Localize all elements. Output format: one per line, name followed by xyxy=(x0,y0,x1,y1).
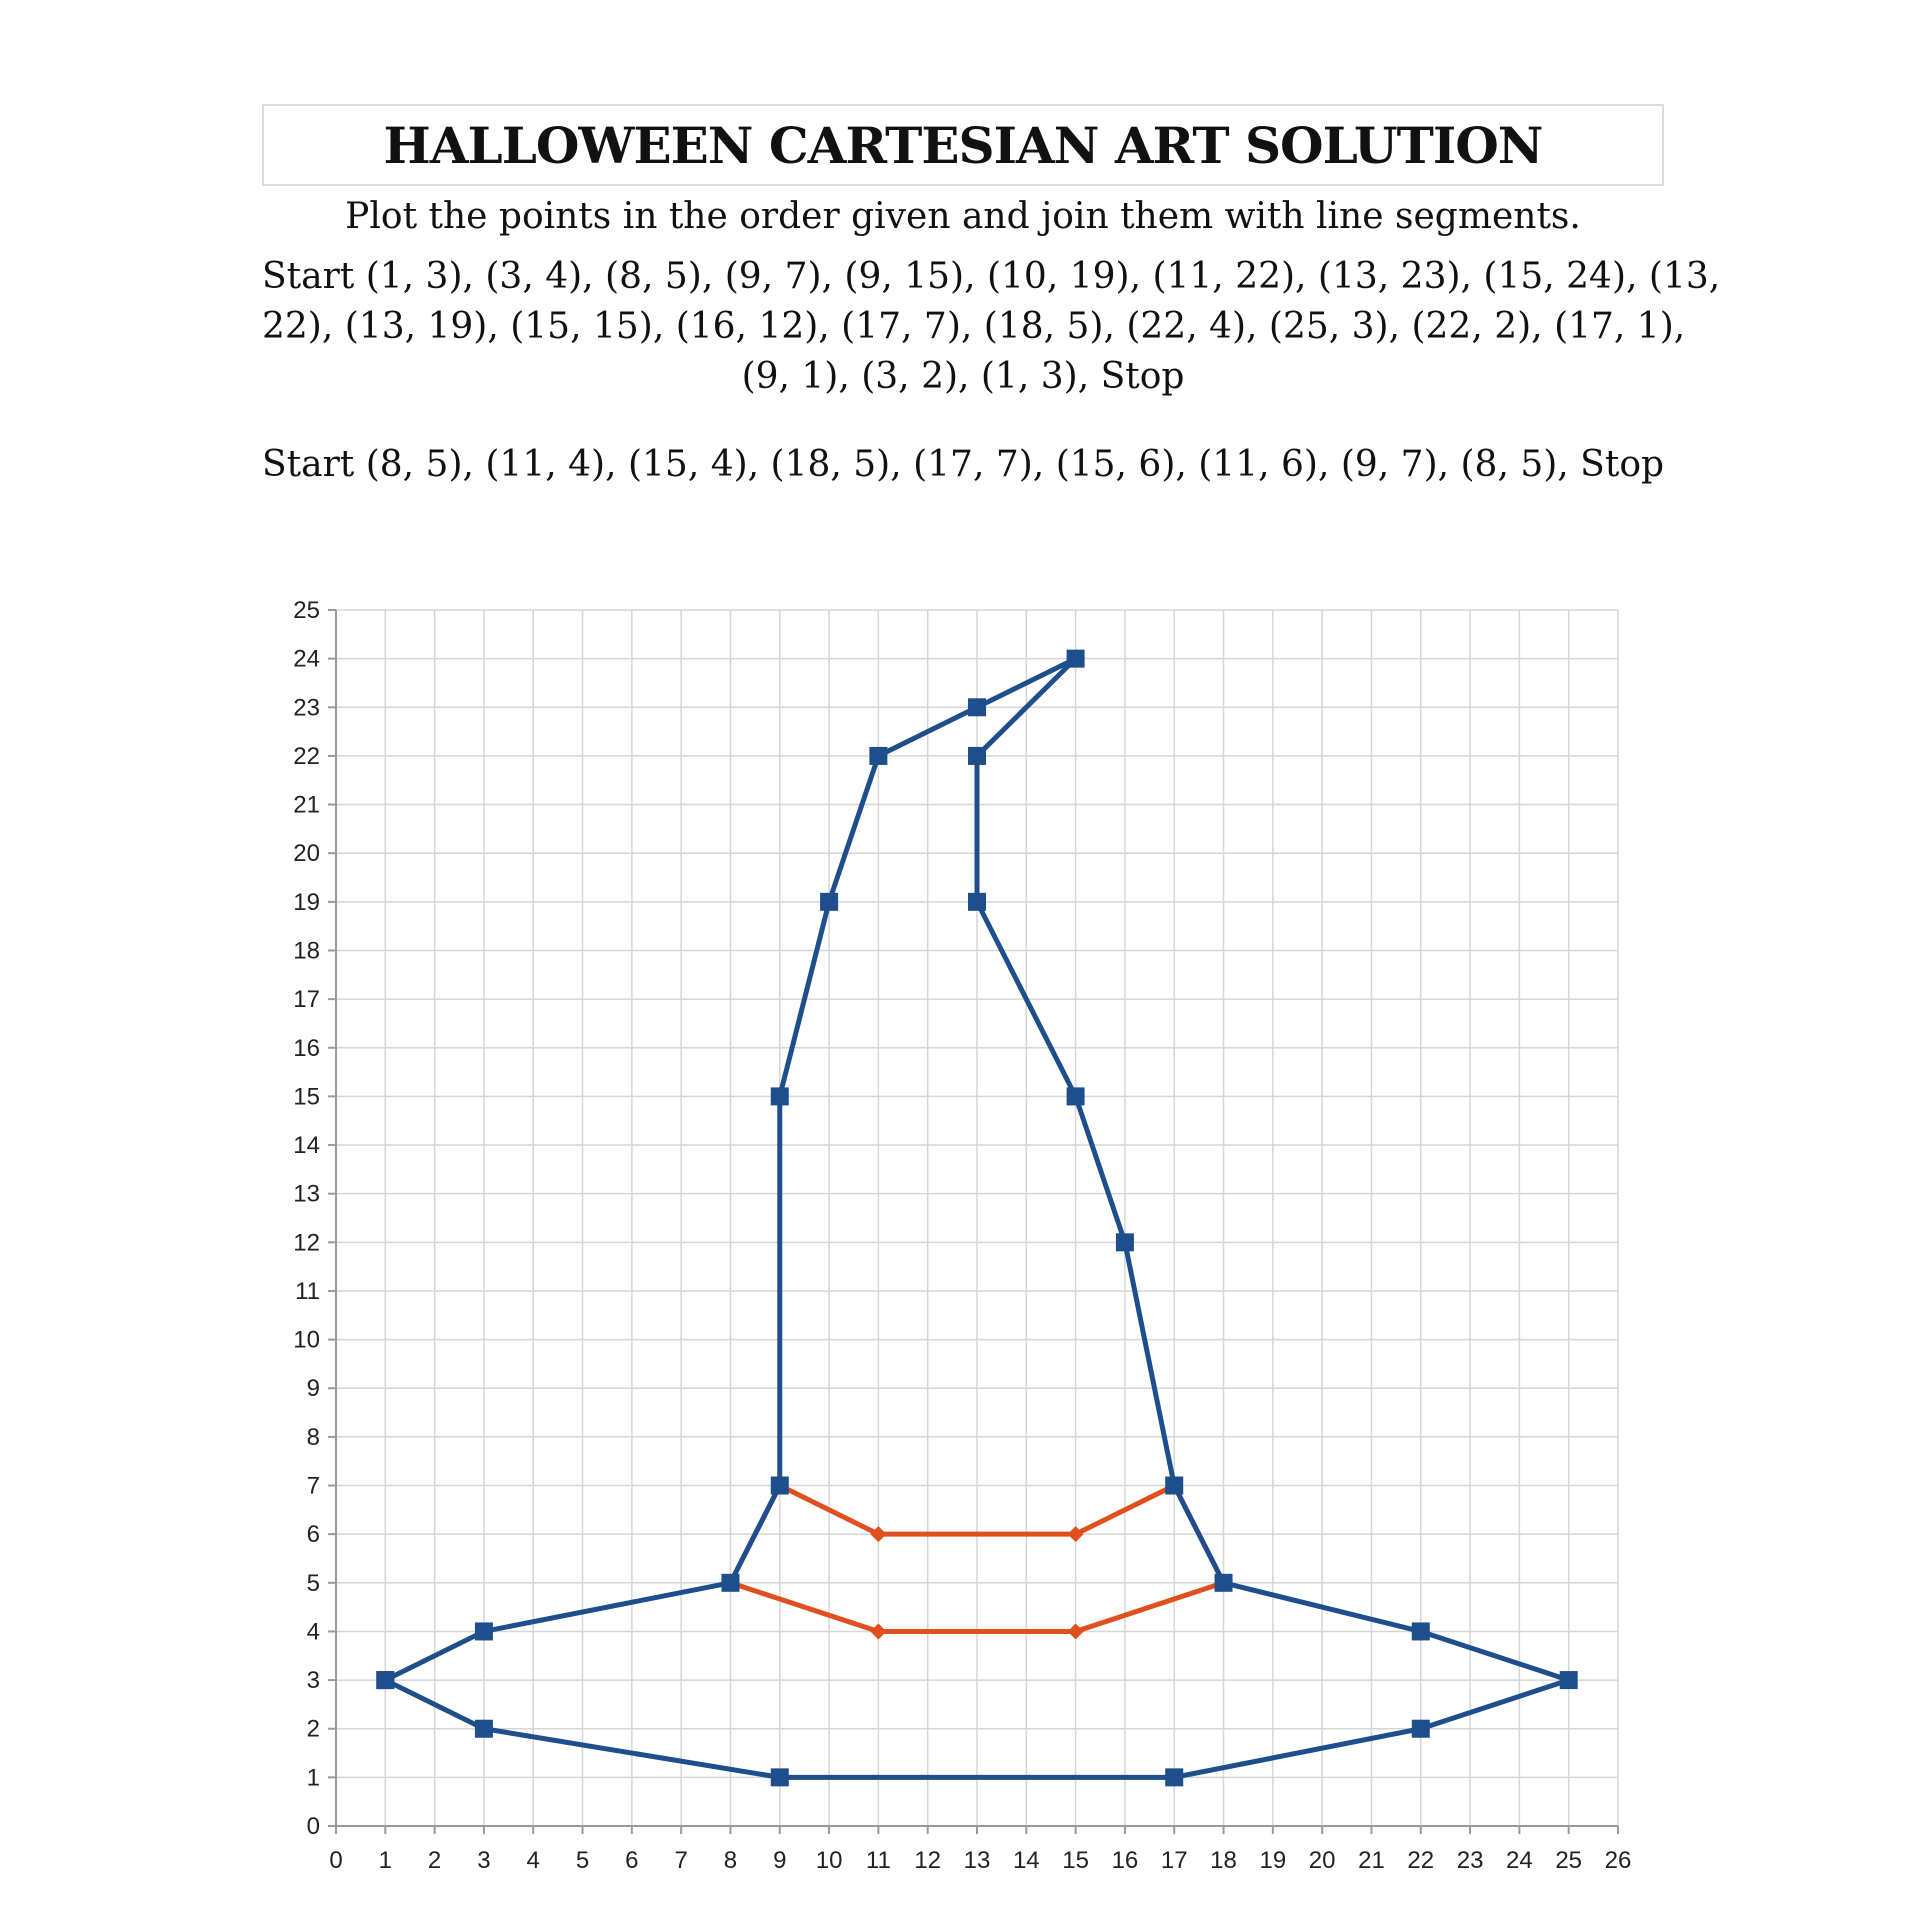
x-tick-label: 13 xyxy=(964,1847,991,1874)
y-tick-label: 18 xyxy=(293,937,320,964)
y-tick-label: 8 xyxy=(307,1424,320,1451)
point-set-2-line-1: Start (8, 5), (11, 4), (15, 4), (18, 5),… xyxy=(262,444,1665,485)
data-point-marker xyxy=(1559,1671,1578,1690)
data-point-marker xyxy=(474,1622,493,1641)
x-tick-label: 9 xyxy=(773,1847,786,1874)
x-tick-label: 19 xyxy=(1259,1847,1286,1874)
y-tick-label: 0 xyxy=(307,1813,320,1840)
data-point-marker xyxy=(770,1087,789,1106)
y-tick-label: 24 xyxy=(293,646,320,673)
x-tick-label: 7 xyxy=(674,1847,687,1874)
data-point-marker xyxy=(721,1573,740,1592)
x-tick-label: 0 xyxy=(329,1847,342,1874)
data-point-marker xyxy=(1067,1526,1084,1543)
y-tick-label: 7 xyxy=(307,1473,320,1500)
data-point-marker xyxy=(1165,1476,1184,1495)
series-line-1 xyxy=(384,656,1572,1780)
x-tick-label: 18 xyxy=(1210,1847,1237,1874)
data-point-marker xyxy=(770,1768,789,1787)
title-box: HALLOWEEN CARTESIAN ART SOLUTION xyxy=(262,104,1664,186)
y-tick-label: 19 xyxy=(293,889,320,916)
y-tick-label: 23 xyxy=(293,694,320,721)
data-point-marker xyxy=(1066,1087,1085,1106)
data-point-marker xyxy=(770,1476,789,1495)
data-point-marker xyxy=(1214,1573,1233,1592)
x-tick-label: 21 xyxy=(1358,1847,1385,1874)
data-point-marker xyxy=(376,1671,395,1690)
x-tick-label: 16 xyxy=(1112,1847,1139,1874)
point-set-1-line-2: 22), (13, 19), (15, 15), (16, 12), (17, … xyxy=(262,306,1686,347)
x-tick-label: 3 xyxy=(477,1847,490,1874)
data-point-marker xyxy=(870,1623,887,1640)
y-tick-label: 22 xyxy=(293,743,320,770)
x-tick-label: 5 xyxy=(576,1847,589,1874)
x-tick-label: 11 xyxy=(866,1847,891,1874)
x-tick-label: 6 xyxy=(625,1847,638,1874)
y-tick-label: 14 xyxy=(293,1132,320,1159)
x-tick-label: 15 xyxy=(1062,1847,1089,1874)
y-tick-label: 20 xyxy=(293,840,320,867)
y-tick-label: 6 xyxy=(307,1521,320,1548)
y-tick-label: 12 xyxy=(293,1229,320,1256)
data-point-marker xyxy=(474,1719,493,1738)
data-point-marker xyxy=(1165,1768,1184,1787)
x-tick-label: 23 xyxy=(1457,1847,1484,1874)
y-tick-label: 1 xyxy=(307,1764,320,1791)
x-tick-label: 20 xyxy=(1309,1847,1336,1874)
y-tick-label: 9 xyxy=(307,1375,320,1402)
y-tick-label: 16 xyxy=(293,1035,320,1062)
y-tick-label: 11 xyxy=(295,1278,320,1305)
y-tick-label: 2 xyxy=(307,1716,320,1743)
data-point-marker xyxy=(1067,1623,1084,1640)
x-tick-label: 8 xyxy=(724,1847,737,1874)
data-point-marker xyxy=(1411,1622,1430,1641)
data-point-marker xyxy=(968,892,986,911)
x-tick-label: 22 xyxy=(1407,1847,1434,1874)
x-tick-label: 1 xyxy=(379,1847,392,1874)
y-tick-label: 4 xyxy=(307,1618,320,1645)
data-point-marker xyxy=(1411,1719,1430,1738)
instruction-text: Plot the points in the order given and j… xyxy=(345,196,1581,237)
x-tick-label: 24 xyxy=(1506,1847,1533,1874)
x-tick-label: 12 xyxy=(914,1847,941,1874)
point-set-1: Start (1, 3), (3, 4), (8, 5), (9, 7), (9… xyxy=(262,252,1721,402)
data-point-marker xyxy=(1066,649,1085,668)
x-tick-label: 4 xyxy=(527,1847,540,1874)
y-tick-label: 13 xyxy=(293,1181,320,1208)
data-point-marker xyxy=(968,698,986,717)
data-point-marker xyxy=(1115,1233,1134,1252)
y-tick-label: 3 xyxy=(307,1667,320,1694)
data-point-marker xyxy=(869,746,888,765)
y-tick-label: 25 xyxy=(293,597,320,624)
x-tick-label: 2 xyxy=(428,1847,441,1874)
data-point-marker xyxy=(820,892,839,911)
x-tick-label: 17 xyxy=(1161,1847,1188,1874)
x-tick-label: 14 xyxy=(1013,1847,1040,1874)
point-set-1-line-1: Start (1, 3), (3, 4), (8, 5), (9, 7), (9… xyxy=(262,256,1721,297)
y-tick-label: 15 xyxy=(293,1083,320,1110)
x-tick-label: 10 xyxy=(816,1847,843,1874)
x-tick-label: 26 xyxy=(1605,1847,1632,1874)
data-point-marker xyxy=(870,1526,887,1543)
data-point-marker xyxy=(968,746,986,765)
y-tick-label: 10 xyxy=(293,1327,320,1354)
y-tick-label: 5 xyxy=(307,1570,320,1597)
page-title: HALLOWEEN CARTESIAN ART SOLUTION xyxy=(383,115,1544,175)
point-set-2: Start (8, 5), (11, 4), (15, 4), (18, 5),… xyxy=(262,440,1664,490)
y-tick-label: 17 xyxy=(293,986,320,1013)
x-tick-label: 25 xyxy=(1555,1847,1582,1874)
point-set-1-line-3: (9, 1), (3, 2), (1, 3), Stop xyxy=(741,356,1185,397)
y-tick-label: 21 xyxy=(293,792,320,819)
